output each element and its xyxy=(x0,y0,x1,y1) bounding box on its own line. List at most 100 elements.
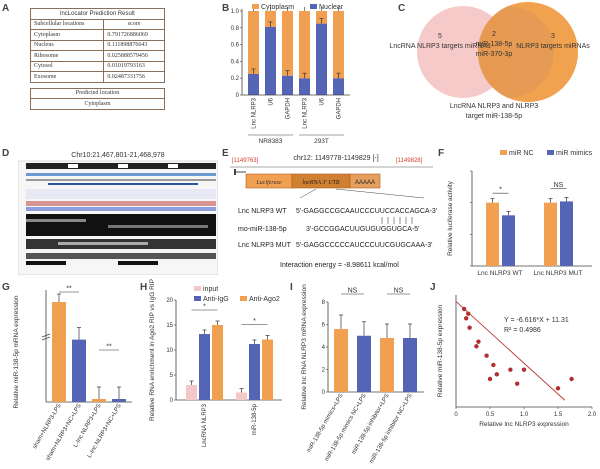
predicted-location-header: Predicted location xyxy=(30,87,165,99)
group-label: NR8383 xyxy=(259,138,283,145)
table-header: Subcellular locations xyxy=(29,18,105,30)
regression-equation: Y = -6.616*X + 11.31 xyxy=(504,317,569,324)
tick-label: 10 xyxy=(166,348,173,354)
panel-label-g: G xyxy=(2,282,10,293)
tick-label: sham+NLRP3+NC+LPS xyxy=(45,403,82,462)
sequence-name-mut: Lnc NLRP3 MUT xyxy=(238,242,291,249)
prediction-table-title: lncLocator Prediction Result xyxy=(30,8,165,20)
tick-label: 6 xyxy=(322,323,326,329)
scatter-point xyxy=(494,372,499,377)
panel-label-j: J xyxy=(430,282,436,293)
scatter-point xyxy=(508,367,513,372)
bar-nuclear xyxy=(248,74,259,95)
y-axis-label: Relative lnc RNA NLRP3 mRNA expression xyxy=(301,284,308,410)
bar-input xyxy=(186,385,197,400)
table-header: score xyxy=(103,18,165,30)
legend-swatch xyxy=(252,4,259,9)
legend-swatch xyxy=(547,150,554,155)
scatter-point xyxy=(464,316,469,321)
scatter-point xyxy=(555,386,561,391)
bar-anti-igg xyxy=(199,334,210,400)
bar-cytoplasm xyxy=(333,11,344,79)
venn-diagram: 5 LncRNA NLRP3 targets miRNAs 2 miR-138-… xyxy=(389,2,590,120)
bar-nuclear xyxy=(316,23,327,96)
svg-text:AAAAA: AAAAA xyxy=(355,180,375,186)
panel-label-b: B xyxy=(222,3,230,14)
genome-browser-panel: Chr10:21,467,801-21,468,978 xyxy=(18,152,218,280)
tick-label: 4 xyxy=(322,345,326,351)
panel-label-f: F xyxy=(438,148,445,159)
venn-right-label: NLRP3 targets miRNAs xyxy=(516,43,590,50)
binding-ticks xyxy=(381,217,413,224)
scatter-point xyxy=(515,381,520,386)
bar-anti-igg xyxy=(249,344,260,400)
legend-label: Anti-IgG xyxy=(203,296,229,303)
legend-swatch xyxy=(500,150,507,155)
bar-input xyxy=(236,392,247,400)
legend-label: miR mimics xyxy=(556,150,593,157)
significance-label: ** xyxy=(66,286,72,293)
regression-line xyxy=(455,301,566,401)
bar-anti-ago2 xyxy=(262,339,273,400)
construct-diagram: chr12: 1149778-1149829 [-] [1149763] [11… xyxy=(230,155,433,199)
legend-label: Anti-Ago2 xyxy=(249,296,280,303)
significance-label: * xyxy=(203,304,206,311)
bar-cytoplasm xyxy=(282,11,293,76)
tick-label: 1.0 xyxy=(231,9,240,15)
prediction-result-panel: lncLocator Prediction Result Subcellular… xyxy=(29,8,165,110)
table-row: Cytosol 0.01019793163 xyxy=(29,60,165,72)
bar-mir-mimics xyxy=(502,215,515,266)
tick-label: LncRNA NLRP3 xyxy=(202,403,208,447)
bar-cytoplasm xyxy=(248,11,259,74)
chart-h-rip-enrichment: 0 5 10 15 20 Relative RNA enrichment in Ago2 … xyxy=(149,279,282,447)
interaction-energy: Interaction energy = -8.98611 kcal/mol xyxy=(280,262,399,269)
significance-label: NS xyxy=(394,288,404,295)
tick-label: 0.6 xyxy=(231,43,240,49)
construct-left-mark: [1149763] xyxy=(232,158,259,164)
significance-label: * xyxy=(253,318,256,325)
panel-label-d: D xyxy=(2,148,10,159)
bar-nuclear xyxy=(265,26,276,95)
scatter-point xyxy=(491,362,496,368)
bar-cytoplasm xyxy=(299,11,310,79)
significance-label: NS xyxy=(348,288,358,295)
scatter-point xyxy=(476,339,481,344)
scatter-point xyxy=(521,367,527,372)
bar xyxy=(72,339,86,402)
venn-left-count: 5 xyxy=(438,33,442,40)
bar xyxy=(92,399,106,402)
tick-label: 0 xyxy=(454,412,458,418)
legend-swatch xyxy=(194,286,201,291)
bar-nuclear xyxy=(282,75,293,95)
panel-label-c: C xyxy=(398,3,406,14)
bar-mir-nc xyxy=(486,202,499,266)
table-row: Nucleus 0.111898876643 xyxy=(29,39,165,51)
genome-browser-tracks xyxy=(18,160,218,275)
venn-caption-line-2: target miR-138-5p xyxy=(466,113,523,120)
legend-label: Nuclear xyxy=(319,4,344,11)
tick-label: Lnc NLRP3 xyxy=(252,97,258,128)
significance-label: * xyxy=(499,187,502,194)
venn-mid-mirna-1: miR-138-5p xyxy=(476,41,513,48)
tick-label: 0.4 xyxy=(231,59,240,65)
axis-break xyxy=(41,333,51,338)
bar xyxy=(112,399,126,402)
tick-label: miR-138-5p inhibitor NC+LPS xyxy=(369,393,414,465)
legend-label: miR NC xyxy=(509,150,534,157)
bar-mir-mimics xyxy=(560,201,573,266)
venn-right-count: 3 xyxy=(551,33,555,40)
legend-swatch xyxy=(194,296,201,301)
tick-label: Lnc NLRP3 xyxy=(303,97,309,128)
y-axis-label: Relative miR-138-5p mRNA expression xyxy=(13,295,20,408)
scatter-point xyxy=(467,325,472,330)
y-axis-label: Relative luciferase activity xyxy=(447,180,454,256)
x-tick-label: Lnc NLRP3 WT xyxy=(477,270,522,277)
chart-b-subcellular-fraction: 0 0.2 0.4 0.6 0.8 1.0 Lnc NLRP3 U6 GAPDH Lnc NLRP… xyxy=(231,4,350,145)
svg-text:Luciferase: Luciferase xyxy=(255,179,282,186)
significance-label: ** xyxy=(106,344,112,351)
svg-text:lncRNA 3' UTR: lncRNA 3' UTR xyxy=(302,180,340,186)
regression-r2: R² = 0.4986 xyxy=(504,327,541,334)
scatter-point xyxy=(474,344,479,349)
panel-label-a: A xyxy=(2,3,10,14)
legend-label: Cytoplasm xyxy=(261,4,294,11)
